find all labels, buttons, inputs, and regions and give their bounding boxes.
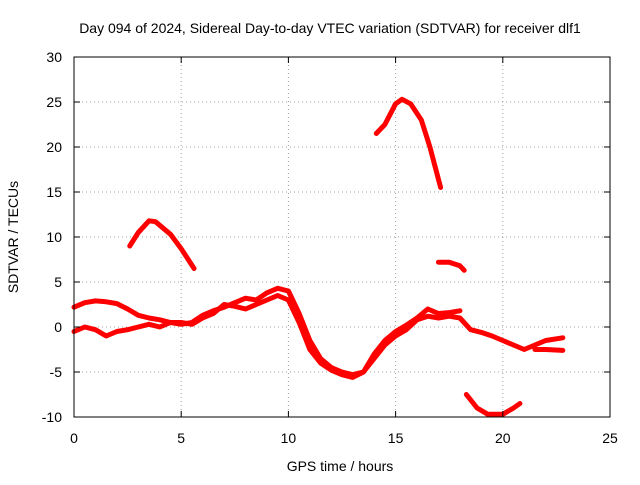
x-tick-label: 10 bbox=[281, 430, 297, 446]
y-tick-label: 25 bbox=[46, 94, 62, 110]
x-tick-label: 0 bbox=[70, 430, 78, 446]
x-axis-label: GPS time / hours bbox=[287, 458, 394, 474]
chart-title: Day 094 of 2024, Sidereal Day-to-day VTE… bbox=[79, 20, 581, 36]
y-tick-label: 10 bbox=[46, 229, 62, 245]
x-tick-label: 25 bbox=[602, 430, 618, 446]
y-tick-label: 15 bbox=[46, 184, 62, 200]
x-tick-label: 20 bbox=[495, 430, 511, 446]
x-tick-label: 15 bbox=[388, 430, 404, 446]
y-axis-label: SDTVAR / TECUs bbox=[5, 181, 21, 293]
y-tick-label: -10 bbox=[42, 409, 62, 425]
y-tick-label: -5 bbox=[50, 364, 63, 380]
series-seg-3 bbox=[435, 259, 467, 273]
y-tick-label: 20 bbox=[46, 139, 62, 155]
y-tick-label: 30 bbox=[46, 49, 62, 65]
series-band-upper bbox=[71, 285, 463, 378]
series-arc-2 bbox=[373, 96, 444, 190]
y-tick-label: 0 bbox=[54, 319, 62, 335]
series-seg-4 bbox=[463, 392, 523, 417]
series-band-lower bbox=[71, 293, 566, 380]
x-tick-label: 5 bbox=[177, 430, 185, 446]
y-tick-label: 5 bbox=[54, 274, 62, 290]
series-arc-1 bbox=[127, 218, 197, 271]
series-seg-5 bbox=[532, 347, 566, 353]
